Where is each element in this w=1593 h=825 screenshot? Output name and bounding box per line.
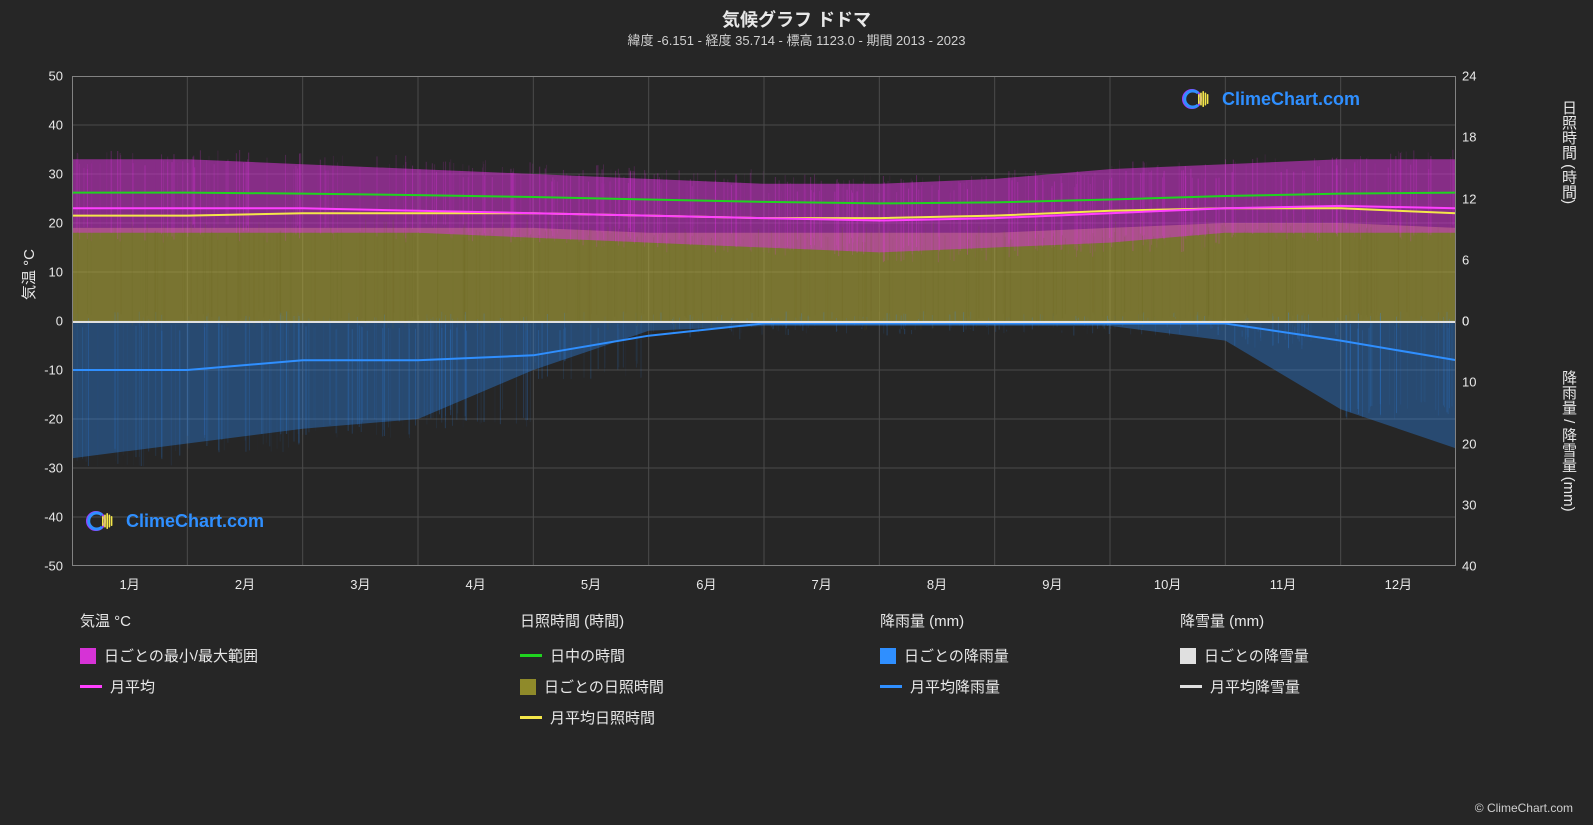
legend-label: 月平均降雨量 (910, 676, 1000, 697)
legend-swatch (1180, 648, 1196, 664)
legend-label: 日ごとの降雪量 (1204, 645, 1309, 666)
y-right-tick-sun: 12 (1462, 191, 1476, 206)
logo-icon (86, 508, 120, 534)
x-tick-month: 2月 (235, 574, 255, 593)
legend-label: 月平均 (110, 676, 155, 697)
y-left-tick: -40 (23, 510, 63, 525)
chart-subtitle: 緯度 -6.151 - 経度 35.714 - 標高 1123.0 - 期間 2… (0, 30, 1593, 49)
legend-header: 降雨量 (mm) (880, 610, 1009, 631)
legend-item: 日ごとの最小/最大範囲 (80, 645, 258, 666)
legend-line-icon (80, 685, 102, 688)
watermark-top: ClimeChart.com (1182, 86, 1360, 112)
legend-line-icon (520, 654, 542, 657)
credit-text: © ClimeChart.com (1475, 801, 1573, 815)
legend-label: 月平均降雪量 (1210, 676, 1300, 697)
legend-header: 気温 °C (80, 610, 258, 631)
chart-title: 気候グラフ ドドマ (0, 6, 1593, 32)
legend-col-snow: 降雪量 (mm) 日ごとの降雪量月平均降雪量 (1180, 610, 1309, 707)
logo-icon (1182, 86, 1216, 112)
y-left-tick: -10 (23, 363, 63, 378)
legend-item: 月平均降雪量 (1180, 676, 1309, 697)
legend-header: 日照時間 (時間) (520, 610, 664, 631)
plot-area: ClimeChart.com ClimeChart.com (72, 76, 1456, 566)
legend-label: 日ごとの降雨量 (904, 645, 1009, 666)
legend-col-sun: 日照時間 (時間) 日中の時間日ごとの日照時間月平均日照時間 (520, 610, 664, 738)
watermark-text: ClimeChart.com (126, 511, 264, 532)
y-right-tick-sun: 18 (1462, 130, 1476, 145)
legend-item: 日ごとの日照時間 (520, 676, 664, 697)
y-left-tick: -50 (23, 559, 63, 574)
y-left-tick: 50 (23, 69, 63, 84)
plot-border (72, 76, 1456, 566)
legend-line-icon (880, 685, 902, 688)
legend-col-temp: 気温 °C 日ごとの最小/最大範囲月平均 (80, 610, 258, 707)
legend-item: 日ごとの降雪量 (1180, 645, 1309, 666)
x-tick-month: 6月 (696, 574, 716, 593)
climate-chart: 気候グラフ ドドマ 緯度 -6.151 - 経度 35.714 - 標高 112… (0, 0, 1593, 825)
legend-label: 月平均日照時間 (550, 707, 655, 728)
legend-label: 日中の時間 (550, 645, 625, 666)
y-right-tick-precip: 20 (1462, 436, 1476, 451)
watermark-bottom: ClimeChart.com (86, 508, 264, 534)
y-right-tick-precip: 10 (1462, 375, 1476, 390)
legend-label: 日ごとの最小/最大範囲 (104, 645, 258, 666)
legend-item: 日ごとの降雨量 (880, 645, 1009, 666)
y-right-tick-precip: 30 (1462, 497, 1476, 512)
y-left-tick: 20 (23, 216, 63, 231)
y-right-tick-precip: 0 (1462, 314, 1469, 329)
y-left-tick: 0 (23, 314, 63, 329)
y-right-tick-precip: 40 (1462, 559, 1476, 574)
y-right-tick-sun: 24 (1462, 69, 1476, 84)
legend-label: 日ごとの日照時間 (544, 676, 664, 697)
y-left-tick: 10 (23, 265, 63, 280)
x-tick-month: 8月 (927, 574, 947, 593)
legend-item: 月平均日照時間 (520, 707, 664, 728)
y-right-axis-label-sun: 日照時間 (時間) (1558, 100, 1579, 204)
legend-swatch (80, 648, 96, 664)
x-tick-month: 12月 (1385, 574, 1412, 593)
y-right-tick-sun: 6 (1462, 252, 1469, 267)
x-tick-month: 5月 (581, 574, 601, 593)
watermark-text: ClimeChart.com (1222, 89, 1360, 110)
x-tick-month: 1月 (120, 574, 140, 593)
y-left-tick: 30 (23, 167, 63, 182)
legend-swatch (520, 679, 536, 695)
legend-item: 月平均降雨量 (880, 676, 1009, 697)
x-tick-month: 9月 (1042, 574, 1062, 593)
x-tick-month: 4月 (466, 574, 486, 593)
x-tick-month: 3月 (350, 574, 370, 593)
legend-header: 降雪量 (mm) (1180, 610, 1309, 631)
legend-item: 月平均 (80, 676, 258, 697)
legend-col-rain: 降雨量 (mm) 日ごとの降雨量月平均降雨量 (880, 610, 1009, 707)
y-left-tick: 40 (23, 118, 63, 133)
y-left-tick: -20 (23, 412, 63, 427)
legend-line-icon (1180, 685, 1202, 688)
legend-line-icon (520, 716, 542, 719)
y-right-axis-label-precip: 降雨量 / 降雪量 (mm) (1558, 370, 1579, 512)
legend-item: 日中の時間 (520, 645, 664, 666)
legend-swatch (880, 648, 896, 664)
y-left-tick: -30 (23, 461, 63, 476)
x-tick-month: 7月 (812, 574, 832, 593)
x-tick-month: 10月 (1154, 574, 1181, 593)
x-tick-month: 11月 (1270, 574, 1297, 593)
